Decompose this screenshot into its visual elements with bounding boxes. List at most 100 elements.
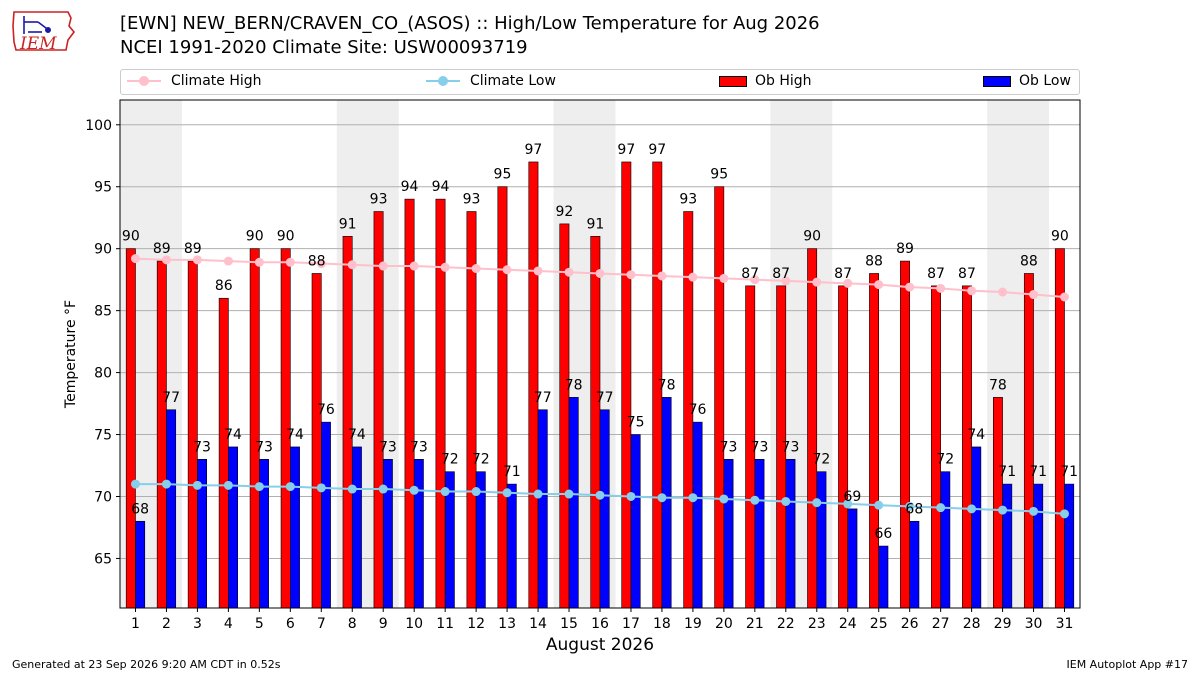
ob-high-label: 87: [958, 266, 976, 282]
climate-low-point: [688, 493, 698, 503]
bars: [125, 161, 1075, 609]
ob-high-label: 78: [989, 377, 1007, 393]
ob-low-label: 69: [843, 489, 861, 505]
ob-low-bar: [599, 409, 610, 609]
generated-timestamp: Generated at 23 Sep 2026 9:20 AM CDT in …: [12, 658, 281, 671]
ob-low-label: 72: [441, 452, 459, 468]
y-axis-label: Temperature °F: [63, 300, 79, 409]
ob-low-label: 71: [503, 464, 521, 480]
climate-high-point: [905, 282, 915, 292]
x-tick-label: 31: [1056, 616, 1074, 632]
y-axis: 65 70 75 80 85 90 95 100: [85, 118, 120, 567]
climate-high-point: [161, 255, 171, 265]
ob-high-label: 89: [896, 241, 914, 257]
ob-high-label: 92: [555, 204, 573, 220]
climate-high-point: [626, 270, 636, 280]
x-tick-label: 27: [932, 616, 950, 632]
ob-low-label: 68: [905, 501, 923, 517]
ob-low-label: 77: [534, 390, 552, 406]
ob-high-label: 95: [710, 167, 728, 183]
ob-low-bar: [506, 483, 517, 609]
x-tick-label: 20: [715, 616, 733, 632]
ob-high-bar: [931, 285, 941, 609]
x-tick-label: 29: [994, 616, 1012, 632]
legend-line-climate-low: [426, 74, 460, 88]
climate-high-point: [750, 275, 760, 285]
x-tick-label: 4: [224, 616, 233, 632]
x-tick-label: 13: [498, 616, 516, 632]
climate-low-point: [905, 501, 915, 511]
ob-low-label: 66: [874, 526, 892, 542]
x-tick-label: 6: [286, 616, 295, 632]
climate-high-point: [285, 257, 295, 267]
climate-high-point: [471, 264, 481, 274]
ob-low-bar: [568, 397, 579, 609]
climate-low-point: [595, 490, 605, 500]
climate-high-point: [781, 276, 791, 286]
ob-high-bar: [807, 248, 818, 609]
x-tick-label: 11: [436, 616, 454, 632]
climate-high-point: [688, 272, 698, 282]
ob-high-label: 90: [246, 229, 264, 245]
x-tick-label: 21: [746, 616, 764, 632]
ob-low-label: 73: [720, 439, 738, 455]
ob-low-bar: [135, 520, 146, 609]
climate-high-point: [502, 265, 512, 275]
ob-high-label: 86: [215, 278, 233, 294]
climate-high-point: [254, 257, 264, 267]
ob-low-bar: [290, 446, 300, 609]
ob-high-label: 95: [494, 167, 512, 183]
climate-low-point: [285, 482, 295, 492]
ob-high-label: 87: [927, 266, 945, 282]
y-tick-label: 80: [94, 366, 112, 382]
ob-low-label: 74: [286, 427, 304, 443]
ob-high-label: 93: [370, 192, 388, 208]
legend-line-climate-high: [127, 74, 161, 88]
y-tick-label: 100: [85, 118, 112, 134]
ob-low-label: 71: [998, 464, 1016, 480]
climate-high-point: [1029, 290, 1039, 300]
ob-low-label: 73: [193, 439, 211, 455]
ob-high-label: 93: [679, 192, 697, 208]
climate-low-point: [750, 495, 760, 505]
ob-low-label: 73: [410, 439, 428, 455]
x-tick-label: 5: [255, 616, 264, 632]
ob-high-bar: [156, 260, 167, 609]
ob-low-bar: [909, 520, 920, 609]
chart-legend: Climate High Climate Low Ob High Ob Low: [120, 69, 1080, 95]
x-tick-label: 10: [405, 616, 423, 632]
ob-low-bar: [1064, 483, 1075, 609]
climate-high-point: [595, 268, 605, 278]
x-tick-label: 28: [963, 616, 981, 632]
x-tick-label: 7: [317, 616, 326, 632]
legend-item-ob-high: Ob High: [719, 73, 812, 89]
ob-high-bar: [404, 198, 415, 609]
ob-high-bar: [559, 223, 570, 609]
ob-low-bar: [166, 409, 177, 609]
climate-low-point: [502, 488, 512, 498]
ob-low-label: 76: [317, 402, 335, 418]
climate-high-point: [564, 267, 574, 277]
climate-low-point: [533, 489, 543, 499]
climate-high-point: [1060, 292, 1070, 302]
legend-item-ob-low: Ob Low: [983, 73, 1071, 89]
climate-low-point: [812, 498, 822, 508]
ob-high-label: 87: [834, 266, 852, 282]
ob-low-label: 72: [936, 452, 954, 468]
ob-high-bar: [992, 397, 1003, 609]
legend-swatch-ob-low: [983, 75, 1011, 87]
weather-station-icon: [23, 16, 51, 34]
climate-high-point: [409, 261, 419, 271]
ob-low-bar: [351, 446, 362, 609]
x-tick-label: 30: [1025, 616, 1043, 632]
x-tick-label: 15: [560, 616, 578, 632]
climate-low-point: [130, 479, 140, 489]
ob-high-bar: [218, 297, 229, 609]
ob-high-bar: [311, 273, 322, 609]
ob-high-bar: [838, 285, 849, 609]
ob-low-label: 72: [472, 452, 490, 468]
climate-low-point: [192, 480, 202, 490]
climate-high-point: [812, 277, 822, 287]
chart-title: [EWN] NEW_BERN/CRAVEN_CO_(ASOS) :: High/…: [120, 13, 820, 34]
ob-low-label: 78: [565, 377, 583, 393]
